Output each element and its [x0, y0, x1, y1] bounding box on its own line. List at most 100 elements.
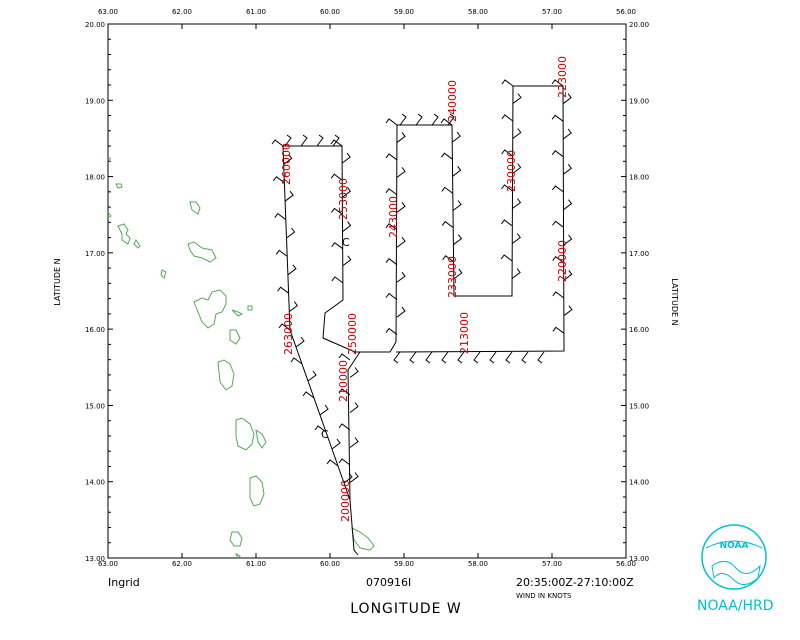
wind-barb	[562, 93, 572, 105]
time-range: 20:35:00Z-27:10:00Z	[516, 576, 634, 589]
wind-barbs	[271, 79, 573, 484]
time-label: 253000	[337, 178, 350, 220]
storm-name: Ingrid	[108, 576, 140, 589]
wind-barb	[451, 131, 461, 143]
wind-barb	[284, 134, 292, 147]
noaa-hrd-label: NOAA/HRD	[697, 598, 774, 614]
time-label: 200000	[339, 480, 352, 522]
lat-tick-label: 14.00	[85, 479, 105, 487]
wind-barb	[331, 207, 343, 215]
wind-barb	[343, 472, 353, 484]
lat-tick-label: 19.00	[629, 97, 649, 105]
wind-barb	[385, 188, 398, 196]
lon-tick-label: 58.00	[468, 560, 488, 568]
storm-center-marker: C	[342, 236, 350, 249]
time-label: 240000	[446, 80, 459, 122]
wind-barb	[274, 212, 287, 220]
lat-tick-label: 16.00	[629, 326, 649, 334]
time-label: 220000	[556, 240, 569, 282]
wind-barb	[521, 351, 529, 364]
lon-tick-label: 57.00	[542, 8, 562, 16]
flight-id: 070916I	[366, 576, 411, 589]
wind-barb	[341, 152, 351, 164]
lon-tick-label: 57.00	[542, 560, 562, 568]
lat-tick-label: 14.00	[629, 479, 649, 487]
wind-barb	[453, 268, 463, 280]
wind-barb	[505, 351, 513, 364]
wind-barb	[290, 357, 303, 365]
wind-barb	[441, 186, 454, 194]
wind-barb	[330, 173, 343, 181]
wind-barb	[512, 198, 522, 209]
wind-barb	[501, 149, 513, 157]
wind-barb	[393, 351, 401, 364]
wind-barb	[473, 351, 481, 364]
wind-units-note: WIND IN KNOTS	[516, 592, 572, 600]
wind-barb	[512, 93, 522, 104]
lon-tick-label: 59.00	[394, 8, 414, 16]
time-label: 210000	[337, 360, 350, 402]
time-label: 230000	[505, 150, 518, 192]
wind-barb	[501, 184, 513, 192]
wind-barb	[552, 291, 565, 299]
wind-barb	[431, 113, 439, 126]
wind-barb	[563, 305, 573, 317]
wind-barb	[552, 185, 564, 193]
wind-barb	[277, 286, 289, 294]
lat-tick-label: 13.00	[85, 555, 105, 563]
wind-barb	[349, 472, 359, 483]
wind-barb	[385, 257, 398, 266]
wind-barb	[396, 132, 406, 143]
wind-barb	[295, 336, 305, 348]
wind-barb	[537, 351, 545, 364]
time-label: 233000	[446, 256, 459, 298]
lat-tick-label: 19.00	[85, 97, 105, 105]
wind-barb	[338, 423, 351, 431]
wind-barb	[399, 113, 407, 126]
wind-barb	[349, 437, 359, 448]
wind-barb	[447, 113, 455, 126]
noaa-emblem-text: NOAA	[720, 541, 749, 551]
wind-barb	[338, 353, 351, 361]
wind-barb	[300, 134, 308, 147]
wind-barb	[500, 254, 513, 262]
wind-barb	[271, 139, 284, 147]
wind-barb	[342, 187, 352, 198]
lon-tick-label: 61.00	[246, 560, 266, 568]
wind-barb	[442, 255, 454, 263]
lat-tick-label: 18.00	[85, 174, 105, 182]
wind-barb	[489, 351, 497, 364]
wind-barb	[457, 351, 465, 364]
lon-tick-label: 59.00	[394, 560, 414, 568]
time-label: 213000	[458, 312, 471, 354]
wind-barb	[425, 351, 433, 364]
wind-barb	[342, 255, 352, 267]
wind-barb	[552, 255, 564, 264]
y-axis-title-left: LATITUDE N	[53, 258, 62, 305]
wind-barb	[501, 114, 514, 122]
time-labels: 260000 253000 243000 240000 233000 23000…	[280, 56, 569, 522]
wind-barb	[283, 154, 293, 165]
wind-barb	[331, 241, 343, 250]
time-label: 260000	[280, 143, 293, 185]
lon-tick-label: 63.00	[98, 560, 118, 568]
wind-barb	[349, 402, 359, 413]
wind-barb	[286, 227, 296, 239]
wind-barb	[396, 202, 406, 213]
wind-barb	[396, 167, 406, 178]
wind-barb	[396, 306, 406, 318]
latitude-tick-labels-left: 20.00 19.00 18.00 17.00 16.00 15.00 14.00 13.00	[85, 21, 105, 563]
wind-barb	[551, 79, 564, 87]
time-label: 263000	[282, 313, 295, 355]
longitude-tick-labels-top: 63.00 62.00 61.00 60.00 59.00 58.00 57.00 56.00	[98, 8, 636, 16]
wind-barb	[512, 163, 522, 174]
lat-tick-label: 20.00	[629, 21, 649, 29]
wind-barb	[453, 234, 463, 246]
wind-barb	[331, 438, 341, 450]
wind-barb	[441, 351, 449, 364]
lon-tick-label: 58.00	[468, 8, 488, 16]
wind-barb	[452, 166, 462, 177]
wind-barb	[385, 223, 398, 231]
lon-tick-label: 60.00	[320, 560, 340, 568]
